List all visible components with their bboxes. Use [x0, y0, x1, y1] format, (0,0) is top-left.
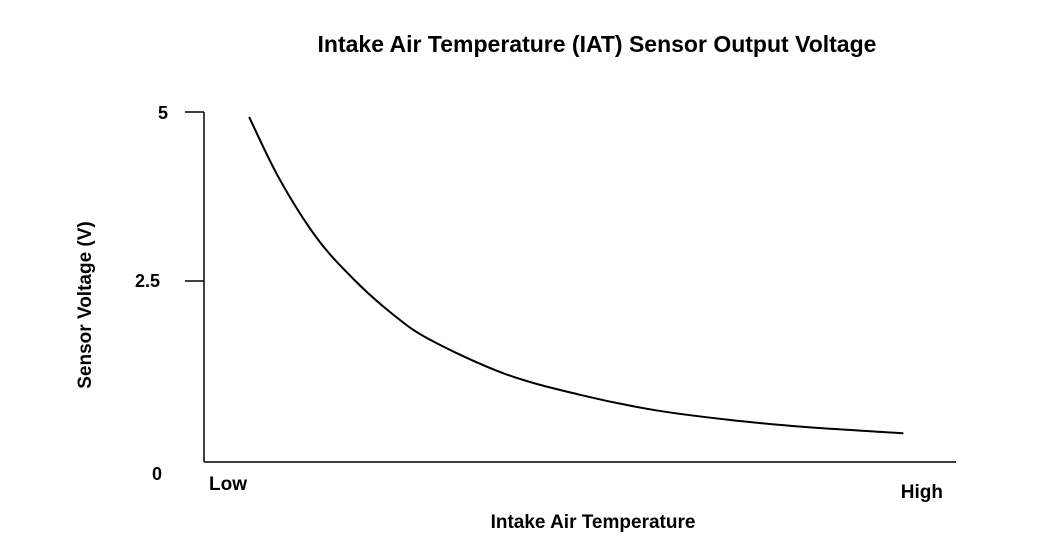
x-axis-label: Intake Air Temperature — [491, 512, 696, 533]
x-tick-label-high: High — [901, 482, 943, 503]
y-tick-label-2-5: 2.5 — [135, 271, 160, 291]
x-tick-label-low: Low — [209, 474, 247, 495]
chart-title: Intake Air Temperature (IAT) Sensor Outp… — [318, 31, 877, 57]
y-tick-label-0: 0 — [152, 464, 162, 484]
y-axis-label: Sensor Voltage (V) — [75, 221, 96, 389]
y-tick-label-5: 5 — [158, 103, 168, 123]
voltage-curve — [248, 116, 904, 435]
